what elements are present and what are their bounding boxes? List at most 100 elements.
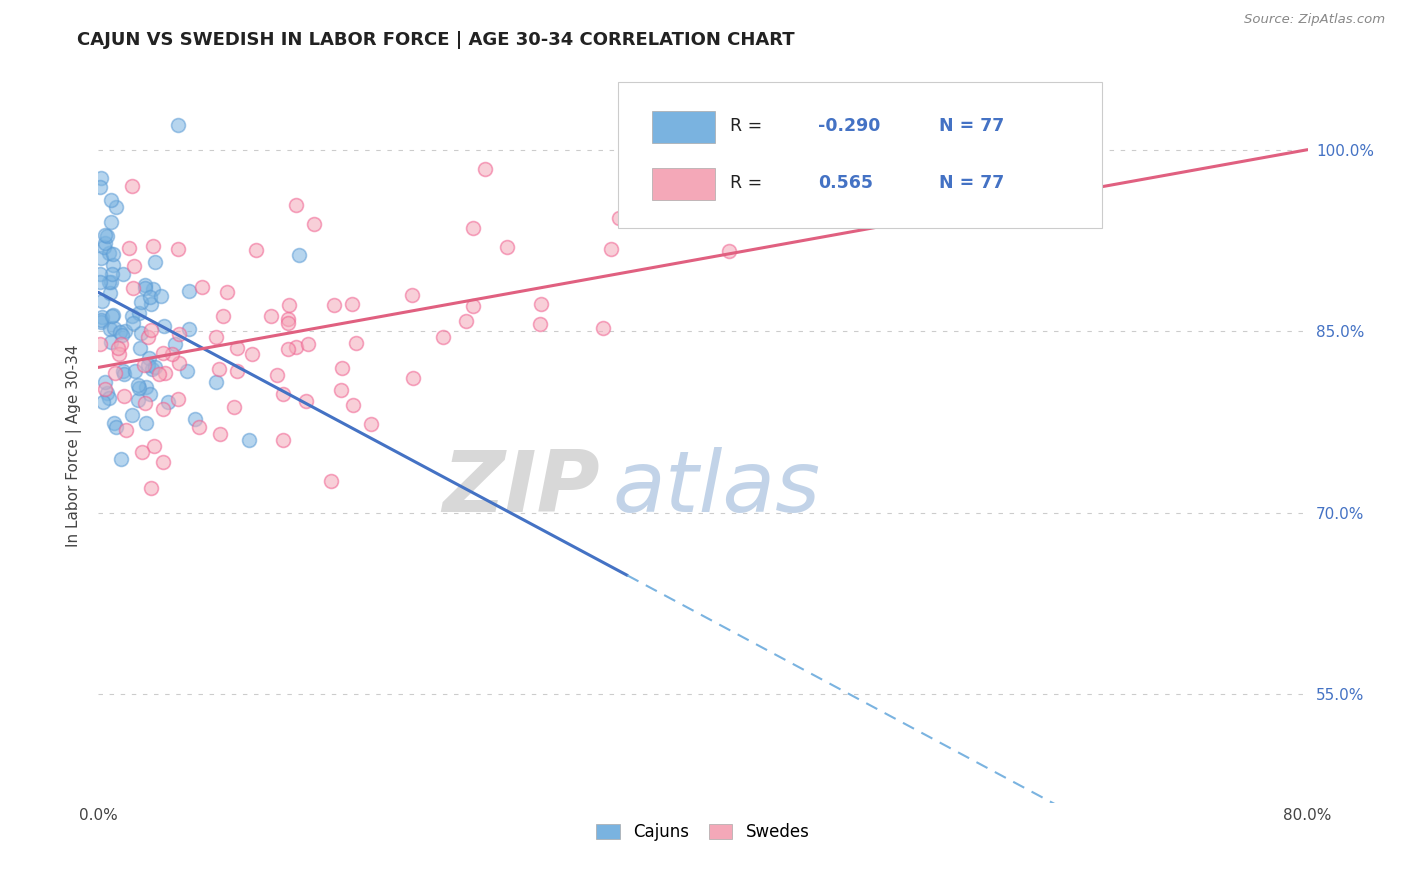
Point [266,368,288,382]
Point [98,245,121,260]
Point [432,330,454,344]
Point [142,239,165,253]
Point [599,242,621,256]
Point [98,322,121,336]
Point [139,323,162,337]
Point [104,420,127,434]
Point [107,341,129,355]
Point [131,445,153,459]
Point [136,359,159,373]
Bar [652,168,716,200]
Point [211,309,233,323]
Point [145,255,167,269]
Point [114,324,136,338]
Point [122,281,145,295]
Point [207,361,229,376]
Point [90,313,112,327]
Point [101,258,124,272]
Point [167,326,190,341]
Point [277,297,299,311]
Point [96,385,118,400]
Point [179,284,201,298]
Point [463,299,485,313]
Text: CAJUN VS SWEDISH IN LABOR FORCE | AGE 30-34 CORRELATION CHART: CAJUN VS SWEDISH IN LABOR FORCE | AGE 30… [77,31,794,49]
Point [103,247,125,261]
Point [319,474,342,488]
Point [93,240,115,254]
Point [111,328,134,343]
Point [108,325,131,339]
Point [98,391,121,405]
Point [148,367,170,381]
Point [90,315,112,329]
Point [127,393,149,408]
Point [238,434,260,448]
Point [100,193,122,207]
Point [205,375,228,389]
Point [167,242,190,256]
Point [138,351,160,365]
Point [129,326,152,340]
Point [110,337,132,351]
Text: 0.565: 0.565 [818,175,873,193]
Point [100,334,122,349]
Point [217,285,239,299]
Point [101,267,124,281]
Point [93,228,115,243]
Point [177,322,200,336]
Text: atlas: atlas [613,447,820,531]
Text: Source: ZipAtlas.com: Source: ZipAtlas.com [1244,13,1385,27]
Point [277,342,299,356]
Point [93,382,115,396]
Point [474,161,496,176]
Point [134,281,156,295]
Point [141,362,163,376]
Point [128,381,150,395]
Point [529,317,551,331]
Y-axis label: In Labor Force | Age 30-34: In Labor Force | Age 30-34 [66,344,82,548]
Point [153,319,176,334]
Point [160,347,183,361]
Point [104,366,127,380]
Point [139,290,162,304]
Point [271,433,294,447]
Point [103,416,125,430]
Point [607,211,630,225]
Point [124,259,146,273]
Point [284,198,307,212]
Point [100,215,122,229]
Point [121,178,143,193]
Point [89,336,111,351]
Point [184,412,207,426]
Point [90,294,112,309]
Point [224,400,246,414]
Point [156,395,179,409]
Point [360,417,382,432]
Point [152,345,174,359]
Point [205,330,228,344]
Point [124,364,146,378]
Point [191,280,214,294]
Point [94,235,117,250]
Point [112,367,135,381]
Point [98,286,121,301]
Point [340,297,363,311]
Text: N = 77: N = 77 [939,175,1004,193]
Point [139,296,162,310]
Point [138,387,160,401]
Legend: Cajuns, Swedes: Cajuns, Swedes [589,817,817,848]
Point [142,282,165,296]
Point [208,427,231,442]
Point [122,316,145,330]
Point [167,356,190,370]
Point [91,394,114,409]
Point [165,336,187,351]
Point [134,277,156,292]
Point [288,248,311,262]
Point [285,340,308,354]
Point [93,375,115,389]
Point [136,330,159,344]
Point [90,310,112,324]
Point [129,295,152,310]
Point [145,360,167,375]
